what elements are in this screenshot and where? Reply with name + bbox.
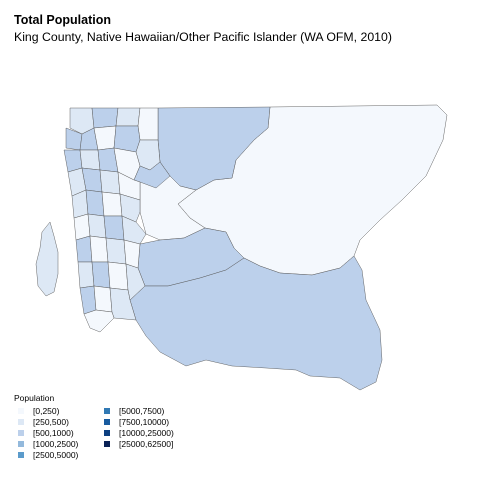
legend-item: [5000,7500) (104, 405, 174, 416)
legend-swatch (104, 440, 110, 447)
legend-label: [10000,25000) (119, 427, 174, 438)
legend-swatch (104, 407, 110, 414)
legend-swatch (104, 429, 110, 436)
legend-label: [5000,7500) (119, 405, 165, 416)
legend-title: Population (14, 393, 55, 403)
legend-label: [1000,2500) (33, 438, 79, 449)
legend-label: [250,500) (33, 416, 69, 427)
tract (101, 191, 123, 217)
figure-subtitle: King County, Native Hawaiian/Other Pacif… (14, 30, 392, 44)
tract (103, 215, 125, 241)
tract (125, 263, 146, 301)
tract (79, 149, 101, 171)
tract (83, 309, 115, 333)
tract (113, 125, 141, 153)
tract (93, 125, 117, 151)
tract (119, 193, 141, 223)
legend-column: [0,250) [250,500) [500,1000) [1000,2500)… (18, 405, 78, 460)
tract (73, 213, 91, 241)
legend-swatch (18, 418, 24, 425)
legend-label: [25000,62500] (119, 438, 174, 449)
region-south (129, 255, 383, 391)
tract (123, 239, 141, 269)
legend-item: [500,1000) (18, 427, 78, 438)
tract (107, 261, 129, 291)
tract (117, 171, 141, 201)
legend-swatch (18, 407, 24, 414)
tract (77, 261, 95, 289)
legend-label: [7500,10000) (119, 416, 170, 427)
tract (137, 107, 159, 141)
legend-item: [1000,2500) (18, 438, 78, 449)
tract (121, 215, 147, 245)
legend-column: [5000,7500) [7500,10000) [10000,25000) [… (104, 405, 174, 449)
legend-swatch (18, 440, 24, 447)
tract (79, 285, 97, 315)
legend-item: [10000,25000) (104, 427, 174, 438)
legend-item: [250,500) (18, 416, 78, 427)
legend-label: [0,250) (33, 405, 60, 416)
tract (115, 107, 141, 127)
tract (75, 235, 93, 263)
tract (105, 237, 127, 265)
tract (85, 189, 105, 217)
legend-item: [0,250) (18, 405, 78, 416)
tract (91, 107, 119, 129)
tract (93, 285, 113, 313)
legend-item: [25000,62500] (104, 438, 174, 449)
island (35, 221, 59, 297)
tract (89, 235, 109, 263)
tract (87, 213, 107, 239)
tract (91, 261, 111, 289)
legend-item: [2500,5000) (18, 449, 78, 460)
legend-item: [7500,10000) (104, 416, 174, 427)
legend-label: [2500,5000) (33, 449, 79, 460)
legend-swatch (104, 418, 110, 425)
legend-swatch (18, 429, 24, 436)
figure-title: Total Population (14, 13, 111, 27)
legend-label: [500,1000) (33, 427, 74, 438)
tract (99, 169, 121, 195)
legend-swatch (18, 451, 24, 458)
